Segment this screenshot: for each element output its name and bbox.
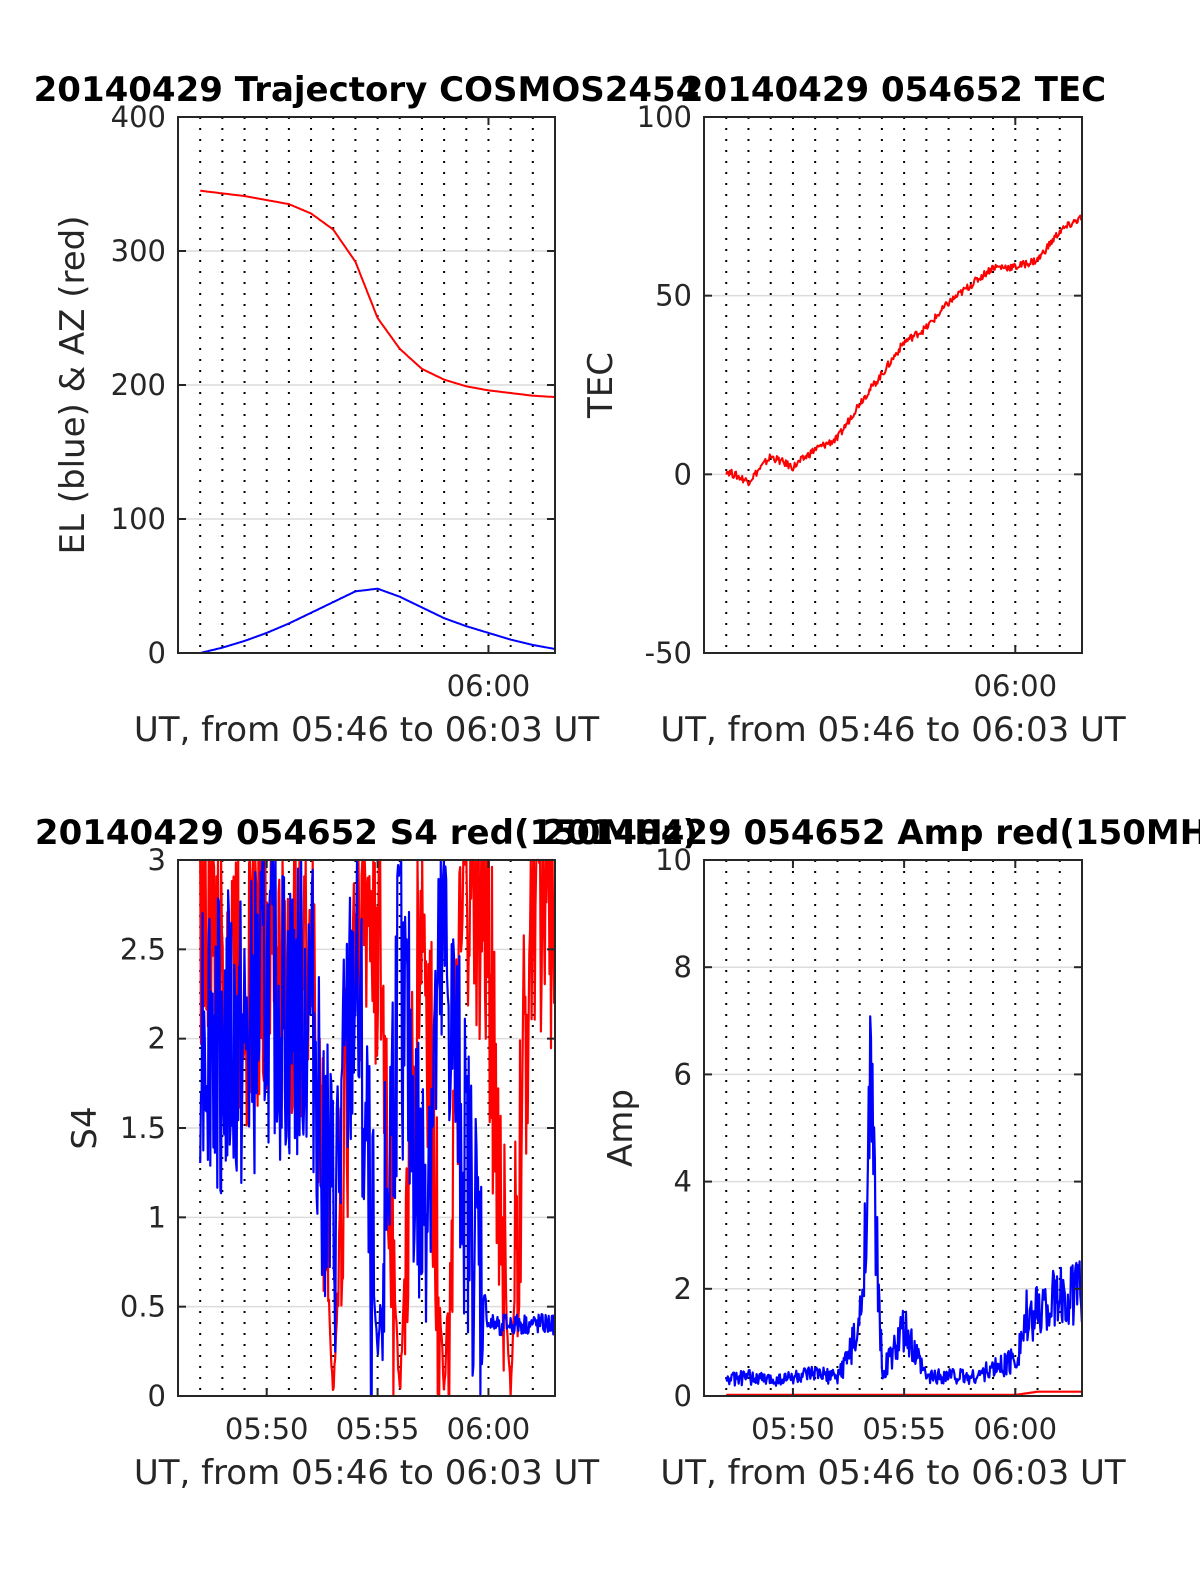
y-tick-label: 300	[111, 234, 166, 268]
axes-frame	[703, 116, 1083, 654]
y-axis-label: TEC	[581, 352, 621, 419]
y-tick-label: 8	[674, 950, 692, 984]
y-tick-label: 2.5	[120, 932, 166, 966]
panel-trajectory: 0 100 200 300 400 06:00 UT, from 05:46 to 06:0…	[34, 70, 700, 750]
panel-tec: -50 0 50 100 06:00 UT, from 05:46 to 06:03 UT…	[581, 70, 1126, 750]
series-line-0	[725, 213, 1083, 487]
axes-frame	[703, 859, 1083, 1397]
x-tick-label: 06:00	[447, 669, 531, 703]
chart-title: 20140429 054652 Amp red(150MHz)	[542, 813, 1200, 853]
y-tick-label: 4	[674, 1165, 692, 1199]
y-tick-label: 2	[674, 1272, 692, 1306]
panel-amp: 0 2 4 6 8 10 05:50 05:55 06:00 UT, from 05:46 to …	[542, 813, 1200, 1493]
y-tick-label: 6	[674, 1057, 692, 1091]
y-tick-label: -50	[645, 636, 692, 670]
y-axis-label: Amp	[601, 1089, 641, 1167]
series-line-1	[199, 587, 556, 654]
y-tick-label: 1.5	[120, 1111, 166, 1145]
chart-title: 20140429 054652 TEC	[680, 70, 1106, 110]
x-tick-label: 05:55	[336, 1412, 420, 1446]
y-tick-label: 0	[674, 1379, 692, 1413]
x-tick-label: 06:00	[974, 669, 1058, 703]
x-axis-label: UT, from 05:46 to 06:03 UT	[660, 1453, 1126, 1493]
y-tick-label: 10	[655, 843, 692, 877]
x-tick-label: 05:55	[862, 1412, 946, 1446]
series-line-1	[725, 1015, 1083, 1387]
chart-title: 20140429 054652 S4 red(150MHz)	[35, 813, 698, 853]
panel-s4: 0 0.5 1 1.5 2 2.5 3 05:50 05:55 06:00 UT, from 05:…	[35, 813, 698, 1493]
y-tick-label: 2	[148, 1022, 166, 1056]
series-line-1	[199, 858, 556, 1398]
y-tick-label: 50	[655, 279, 692, 313]
y-tick-label: 0	[148, 636, 166, 670]
y-tick-label: 0.5	[120, 1290, 166, 1324]
y-tick-label: 0	[148, 1379, 166, 1413]
chart-title: 20140429 Trajectory COSMOS2454	[34, 70, 700, 110]
y-tick-label: 400	[111, 100, 166, 134]
y-tick-label: 3	[148, 843, 166, 877]
y-tick-label: 0	[674, 457, 692, 491]
y-axis-label: S4	[65, 1106, 105, 1149]
x-axis-label: UT, from 05:46 to 06:03 UT	[660, 710, 1126, 750]
x-tick-label: 06:00	[447, 1412, 531, 1446]
x-tick-label: 06:00	[974, 1412, 1058, 1446]
x-axis-label: UT, from 05:46 to 06:03 UT	[134, 1453, 600, 1493]
y-tick-label: 100	[111, 502, 166, 536]
x-tick-label: 05:50	[751, 1412, 835, 1446]
y-tick-label: 1	[148, 1200, 166, 1234]
y-tick-label: 100	[637, 100, 692, 134]
series-line-0	[200, 189, 556, 399]
x-tick-label: 05:50	[225, 1412, 309, 1446]
x-axis-label: UT, from 05:46 to 06:03 UT	[134, 710, 600, 750]
y-axis-label: EL (blue) & AZ (red)	[53, 215, 93, 554]
y-tick-label: 200	[111, 368, 166, 402]
